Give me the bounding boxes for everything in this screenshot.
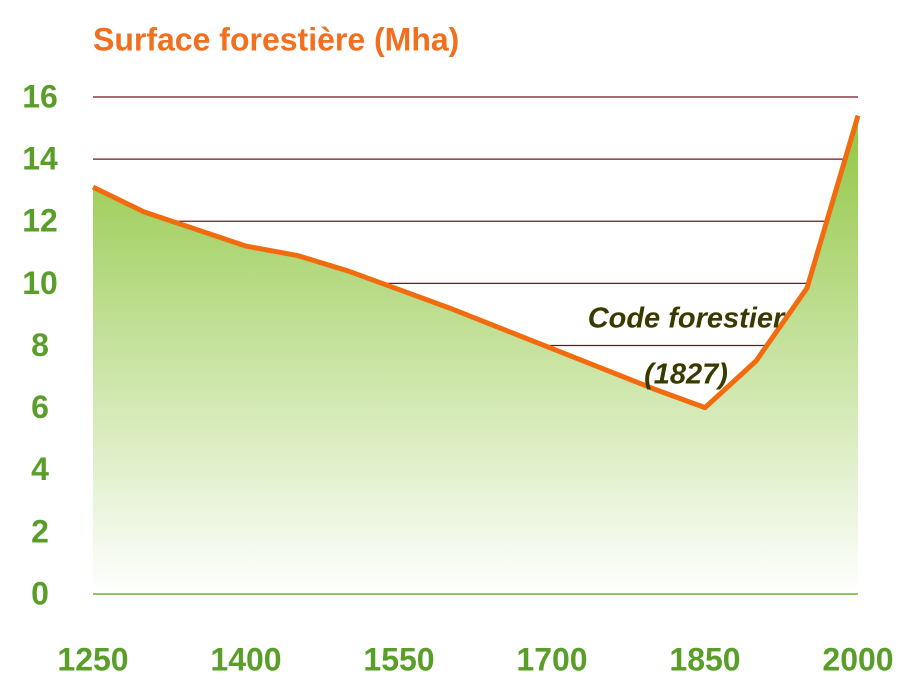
x-tick-label: 1250 — [57, 641, 128, 677]
x-tick-label: 1400 — [210, 641, 281, 677]
x-tick-label: 1550 — [363, 641, 434, 677]
area — [93, 115, 858, 594]
y-tick-label: 2 — [31, 513, 49, 549]
x-tick-label: 1850 — [669, 641, 740, 677]
y-tick-label: 4 — [31, 451, 49, 487]
y-tick-label: 12 — [22, 203, 58, 239]
x-tick-label: 1700 — [516, 641, 587, 677]
y-tick-label: 8 — [31, 327, 49, 363]
x-tick-label: 2000 — [822, 641, 893, 677]
y-tick-label: 0 — [31, 575, 49, 611]
y-tick-label: 10 — [22, 265, 58, 301]
annotation: Code forestier — [588, 303, 786, 335]
y-tick-label: 16 — [22, 78, 58, 114]
annotation: (1827) — [644, 359, 728, 391]
chart-title: Surface forestière (Mha) — [93, 21, 459, 57]
y-tick-label: 14 — [22, 141, 58, 177]
line — [91, 114, 861, 411]
y-tick-label: 6 — [31, 389, 49, 425]
